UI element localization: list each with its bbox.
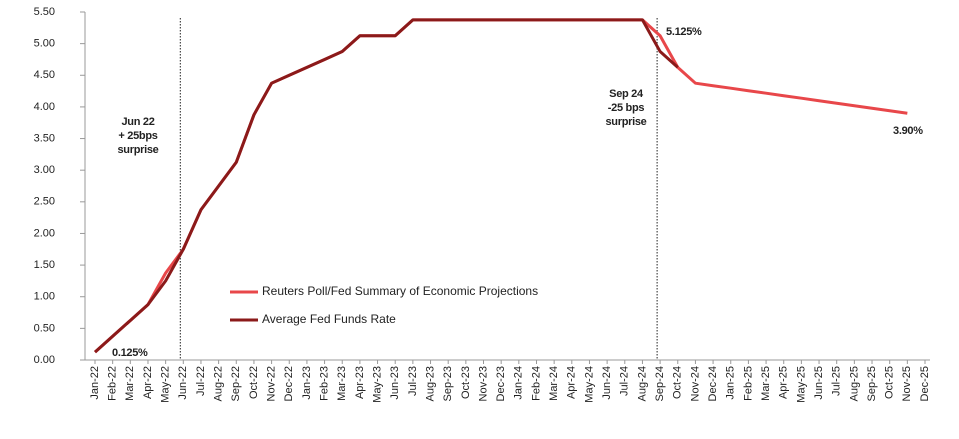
x-tick-label: Feb-23 bbox=[318, 366, 330, 401]
x-tick-label: Aug-22 bbox=[213, 366, 225, 401]
y-tick-label: 4.50 bbox=[34, 69, 55, 81]
annotation: surprise bbox=[605, 116, 646, 128]
series-line bbox=[93, 18, 679, 354]
annotation: + 25bps bbox=[118, 130, 157, 142]
x-tick-label: Jan-23 bbox=[301, 366, 313, 400]
x-tick-label: Apr-25 bbox=[778, 366, 790, 399]
y-tick-label: 1.00 bbox=[34, 291, 55, 303]
x-tick-label: Apr-22 bbox=[142, 366, 154, 399]
x-tick-label: Dec-24 bbox=[707, 366, 719, 401]
x-tick-label: Nov-22 bbox=[266, 366, 278, 401]
x-tick-label: Oct-25 bbox=[884, 366, 896, 399]
y-tick-label: 0.50 bbox=[34, 322, 55, 334]
y-tick-label: 2.00 bbox=[34, 227, 55, 239]
x-tick-label: Dec-22 bbox=[283, 366, 295, 401]
x-tick-label: May-24 bbox=[583, 366, 595, 403]
x-tick-label: Jun-25 bbox=[813, 366, 825, 400]
x-tick-label: Jan-22 bbox=[89, 366, 101, 400]
x-tick-label: Dec-23 bbox=[495, 366, 507, 401]
x-tick-label: Jul-25 bbox=[831, 366, 843, 396]
x-tick-label: Dec-25 bbox=[919, 366, 931, 401]
x-tick-label: Nov-25 bbox=[901, 366, 913, 401]
y-tick-label: 5.50 bbox=[34, 6, 55, 18]
x-tick-label: Oct-22 bbox=[248, 366, 260, 399]
x-tick-label: Oct-23 bbox=[460, 366, 472, 399]
x-tick-label: Sep-23 bbox=[442, 366, 454, 401]
annotation: 0.125% bbox=[112, 347, 148, 359]
x-tick-label: Feb-25 bbox=[742, 366, 754, 401]
x-tick-label: May-22 bbox=[160, 366, 172, 403]
x-tick-label: Aug-23 bbox=[424, 366, 436, 401]
x-tick-label: Jun-23 bbox=[389, 366, 401, 400]
y-tick-label: 2.50 bbox=[34, 196, 55, 208]
x-tick-label: Mar-22 bbox=[124, 366, 136, 401]
x-tick-label: May-23 bbox=[371, 366, 383, 403]
x-tick-label: Sep-22 bbox=[230, 366, 242, 401]
y-tick-label: 0.00 bbox=[34, 354, 55, 366]
x-tick-label: Jul-22 bbox=[195, 366, 207, 396]
x-tick-label: Feb-22 bbox=[107, 366, 119, 401]
y-tick-label: 1.50 bbox=[34, 259, 55, 271]
x-tick-label: Jun-22 bbox=[177, 366, 189, 400]
annotation: surprise bbox=[117, 144, 158, 156]
x-tick-label: Nov-24 bbox=[689, 366, 701, 401]
x-tick-label: Nov-23 bbox=[477, 366, 489, 401]
y-tick-label: 4.00 bbox=[34, 101, 55, 113]
x-tick-label: Oct-24 bbox=[672, 366, 684, 399]
legend-label: Average Fed Funds Rate bbox=[262, 312, 396, 326]
x-tick-label: Sep-24 bbox=[654, 366, 666, 401]
x-tick-label: Jul-23 bbox=[407, 366, 419, 396]
x-tick-label: Jan-25 bbox=[725, 366, 737, 400]
annotation: Sep 24 bbox=[609, 88, 644, 100]
annotation: -25 bps bbox=[608, 102, 645, 114]
x-tick-label: Aug-25 bbox=[848, 366, 860, 401]
x-tick-label: Sep-25 bbox=[866, 366, 878, 401]
x-tick-label: Jul-24 bbox=[619, 366, 631, 396]
x-tick-label: Jun-24 bbox=[601, 366, 613, 400]
annotation: 5.125% bbox=[666, 26, 702, 38]
x-tick-label: Jan-24 bbox=[513, 366, 525, 400]
legend-label: Reuters Poll/Fed Summary of Economic Pro… bbox=[262, 284, 538, 298]
x-tick-label: Mar-24 bbox=[548, 366, 560, 401]
y-tick-label: 3.00 bbox=[34, 164, 55, 176]
y-tick-label: 5.00 bbox=[34, 38, 55, 50]
x-tick-label: May-25 bbox=[795, 366, 807, 403]
annotation: Jun 22 bbox=[121, 116, 154, 128]
x-tick-label: Aug-24 bbox=[636, 366, 648, 401]
x-tick-label: Mar-25 bbox=[760, 366, 772, 401]
annotation: 3.90% bbox=[893, 125, 923, 137]
y-tick-label: 3.50 bbox=[34, 132, 55, 144]
x-tick-label: Apr-24 bbox=[566, 366, 578, 399]
x-tick-label: Apr-23 bbox=[354, 366, 366, 399]
x-tick-label: Mar-23 bbox=[336, 366, 348, 401]
x-tick-label: Feb-24 bbox=[530, 366, 542, 401]
